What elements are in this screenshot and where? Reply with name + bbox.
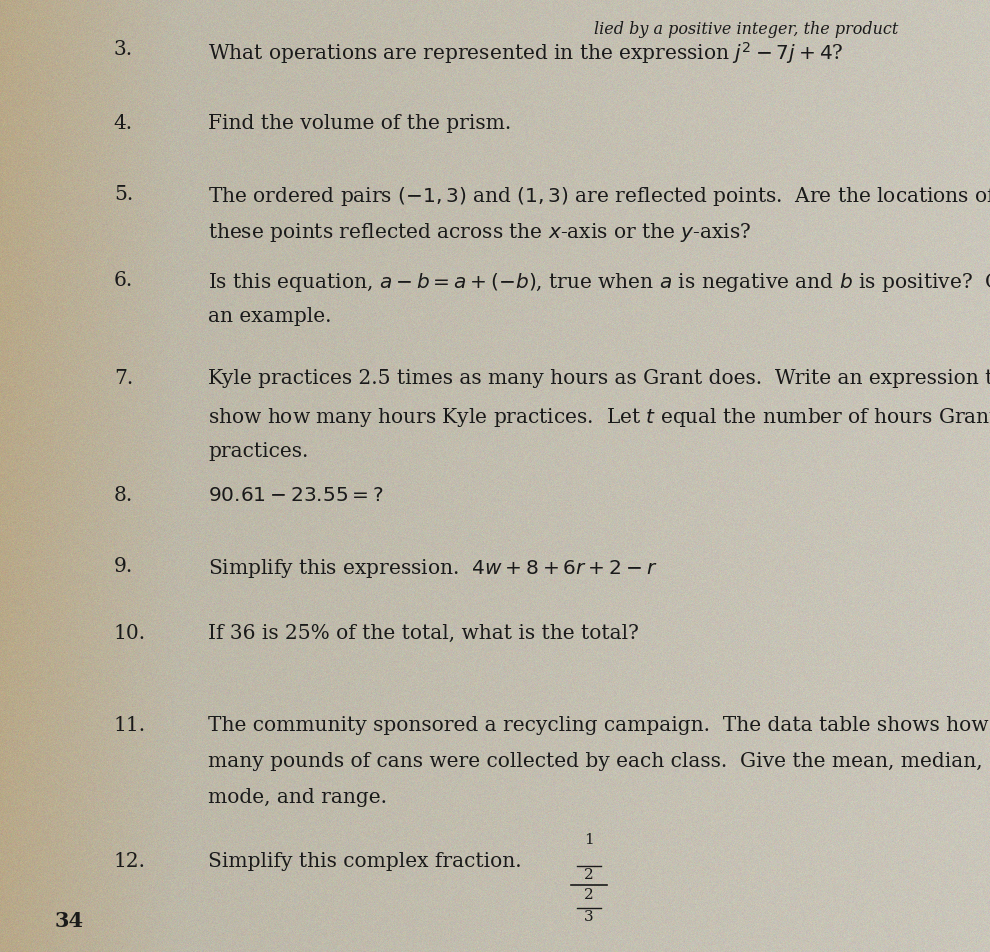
Text: mode, and range.: mode, and range. [208,788,387,807]
Text: 34: 34 [54,911,83,931]
Text: 12.: 12. [114,852,146,871]
Text: Simplify this complex fraction.: Simplify this complex fraction. [208,852,522,871]
Text: practices.: practices. [208,442,308,461]
Text: 11.: 11. [114,716,146,735]
Text: $90.61-23.55=?$: $90.61-23.55=?$ [208,486,384,505]
Text: 2: 2 [584,888,594,902]
Text: 4.: 4. [114,114,133,133]
Text: 7.: 7. [114,369,133,388]
Text: If 36 is 25% of the total, what is the total?: If 36 is 25% of the total, what is the t… [208,624,639,643]
Text: 9.: 9. [114,557,133,576]
Text: The ordered pairs $(-1, 3)$ and $(1, 3)$ are reflected points.  Are the location: The ordered pairs $(-1, 3)$ and $(1, 3)$… [208,185,990,208]
Text: an example.: an example. [208,307,332,327]
Text: many pounds of cans were collected by each class.  Give the mean, median,: many pounds of cans were collected by ea… [208,752,982,771]
Text: Find the volume of the prism.: Find the volume of the prism. [208,114,511,133]
Text: Kyle practices 2.5 times as many hours as Grant does.  Write an expression to: Kyle practices 2.5 times as many hours a… [208,369,990,388]
Text: 5.: 5. [114,185,133,204]
Text: these points reflected across the $x$-axis or the $y$-axis?: these points reflected across the $x$-ax… [208,221,751,244]
Text: Is this equation, $a-b=a+(-b)$, true when $a$ is negative and $b$ is positive?  : Is this equation, $a-b=a+(-b)$, true whe… [208,271,990,294]
Text: Simplify this expression.  $4w+8+6r+2-r$: Simplify this expression. $4w+8+6r+2-r$ [208,557,657,580]
Text: What operations are represented in the expression $j^2-7j+4$?: What operations are represented in the e… [208,40,843,66]
Text: The community sponsored a recycling campaign.  The data table shows how: The community sponsored a recycling camp… [208,716,988,735]
Text: 8.: 8. [114,486,133,505]
Text: 3: 3 [584,910,594,924]
Text: 3.: 3. [114,40,133,59]
Text: show how many hours Kyle practices.  Let $t$ equal the number of hours Grant: show how many hours Kyle practices. Let … [208,406,990,428]
Text: 6.: 6. [114,271,133,290]
Text: lied by a positive integer, the product: lied by a positive integer, the product [594,21,898,38]
Text: 10.: 10. [114,624,146,643]
Text: 2: 2 [584,868,594,883]
Text: 1: 1 [584,833,594,847]
